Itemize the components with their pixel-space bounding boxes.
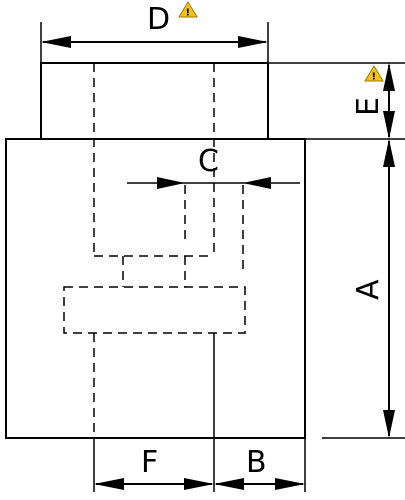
- dimension-c: C: [127, 144, 300, 189]
- label-f: F: [141, 445, 158, 480]
- main-body-outline: [5, 138, 306, 439]
- label-c: C: [198, 144, 219, 179]
- label-a: A: [351, 279, 386, 300]
- warning-icon: !: [178, 1, 198, 19]
- label-d: D: [147, 2, 170, 37]
- dimension-a: A: [322, 139, 405, 439]
- label-e: E: [351, 97, 386, 116]
- dimension-e: E !: [268, 62, 405, 140]
- top-neck-outline: [40, 62, 269, 140]
- svg-text:!: !: [186, 8, 191, 19]
- dimension-f: F: [93, 438, 214, 492]
- svg-text:!: !: [372, 72, 377, 83]
- label-b: B: [246, 445, 267, 480]
- dimension-d: D !: [40, 1, 269, 63]
- dimension-b: B: [214, 438, 306, 492]
- warning-icon-e: !: [364, 65, 384, 83]
- hidden-lines: [63, 63, 246, 438]
